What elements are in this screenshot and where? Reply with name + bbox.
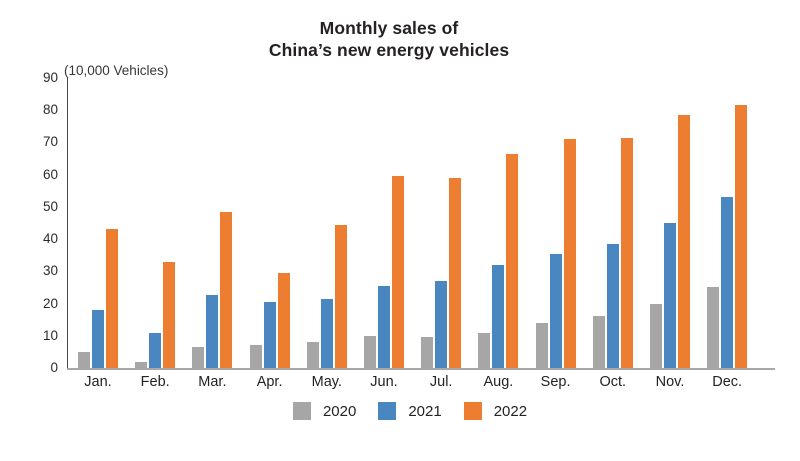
y-axis-tick-label-70: 70 xyxy=(42,134,58,150)
x-axis-label-jan: Jan. xyxy=(84,374,112,390)
y-axis-tick-label-90: 90 xyxy=(42,70,58,85)
bar-2020-jan xyxy=(78,352,90,368)
bar-2021-nov xyxy=(664,223,676,368)
bar-2021-oct xyxy=(606,244,619,368)
bar-2020-oct xyxy=(592,316,605,368)
x-axis-label-aug: Aug. xyxy=(483,374,514,390)
chart-title-line2: China’s new energy vehicles xyxy=(268,40,510,60)
y-axis-tick-label-50: 50 xyxy=(42,198,58,214)
bar-2022-jul xyxy=(449,178,462,368)
bar-2020-apr xyxy=(249,345,262,368)
bar-2021-apr xyxy=(263,302,276,368)
bar-2021-feb xyxy=(149,333,162,368)
y-axis-tick-label-30: 30 xyxy=(42,263,58,279)
x-axis-label-jul: Jul. xyxy=(429,374,453,390)
bar-2021-mar xyxy=(206,295,219,368)
bar-2022-apr xyxy=(277,273,290,368)
bar-2021-may xyxy=(320,299,333,368)
chart-title: Monthly sales of China’s new energy vehi… xyxy=(0,17,778,61)
y-axis-tick-label-20: 20 xyxy=(42,295,58,311)
y-axis-tick-label-60: 60 xyxy=(42,166,58,182)
bar-2022-may xyxy=(334,225,347,368)
legend-label-2022: 2022 xyxy=(493,402,528,420)
bar-2021-jan xyxy=(92,310,104,368)
x-axis-label-jun: Jun. xyxy=(370,374,398,390)
bar-2020-feb xyxy=(135,362,148,368)
legend-swatch-2020 xyxy=(292,402,311,420)
y-axis-tick-label-40: 40 xyxy=(42,231,58,247)
chart-title-line1: Monthly sales of xyxy=(319,18,459,38)
x-axis-label-feb: Feb. xyxy=(140,374,170,390)
bar-2022-aug xyxy=(506,154,519,368)
bar-2022-dec xyxy=(735,105,748,368)
bar-2021-aug xyxy=(492,265,505,368)
bar-2022-jun xyxy=(392,176,404,368)
bar-2021-dec xyxy=(721,197,734,368)
x-axis-label-mar: Mar. xyxy=(198,374,227,390)
bar-2021-sep xyxy=(549,254,562,368)
x-axis-label-dec: Dec. xyxy=(712,374,743,390)
bar-2022-mar xyxy=(220,212,233,368)
x-axis-label-nov: Nov. xyxy=(655,374,685,390)
legend: 2020 2021 2022 xyxy=(10,402,800,420)
y-axis-tick-label-80: 80 xyxy=(42,102,58,118)
bar-2020-may xyxy=(306,342,319,368)
bar-2022-nov xyxy=(678,115,690,368)
legend-item-2020: 2020 xyxy=(292,402,357,420)
x-axis-label-sep: Sep. xyxy=(540,374,571,390)
x-axis-label-may: May. xyxy=(311,374,342,390)
bar-2020-nov xyxy=(650,304,662,368)
bar-2022-sep xyxy=(563,139,576,368)
legend-swatch-2022 xyxy=(463,402,482,420)
bar-2021-jun xyxy=(378,286,390,368)
bar-2020-jul xyxy=(421,337,434,368)
y-axis-tick-label-0: 0 xyxy=(50,360,58,375)
y-axis-tick-label-10: 10 xyxy=(42,327,58,343)
x-axis-label-oct: Oct. xyxy=(599,374,627,390)
bar-2020-aug xyxy=(478,333,491,368)
bar-2020-sep xyxy=(535,323,548,368)
legend-item-2021: 2021 xyxy=(378,402,442,420)
bar-2020-dec xyxy=(707,287,720,368)
bar-2022-jan xyxy=(106,229,118,368)
legend-label-2021: 2021 xyxy=(408,402,442,420)
legend-swatch-2021 xyxy=(378,402,397,420)
y-axis-unit-label: (10,000 Vehicles) xyxy=(64,63,169,78)
x-axis-line xyxy=(67,368,775,370)
x-axis-label-apr: Apr. xyxy=(256,374,283,390)
legend-item-2022: 2022 xyxy=(463,402,528,420)
bar-2021-jul xyxy=(435,281,448,368)
bar-2022-feb xyxy=(163,262,176,368)
bar-2022-oct xyxy=(620,138,633,368)
y-axis-line xyxy=(67,77,68,369)
bar-2020-mar xyxy=(192,347,205,368)
bar-2020-jun xyxy=(364,336,376,368)
legend-label-2020: 2020 xyxy=(322,402,357,420)
